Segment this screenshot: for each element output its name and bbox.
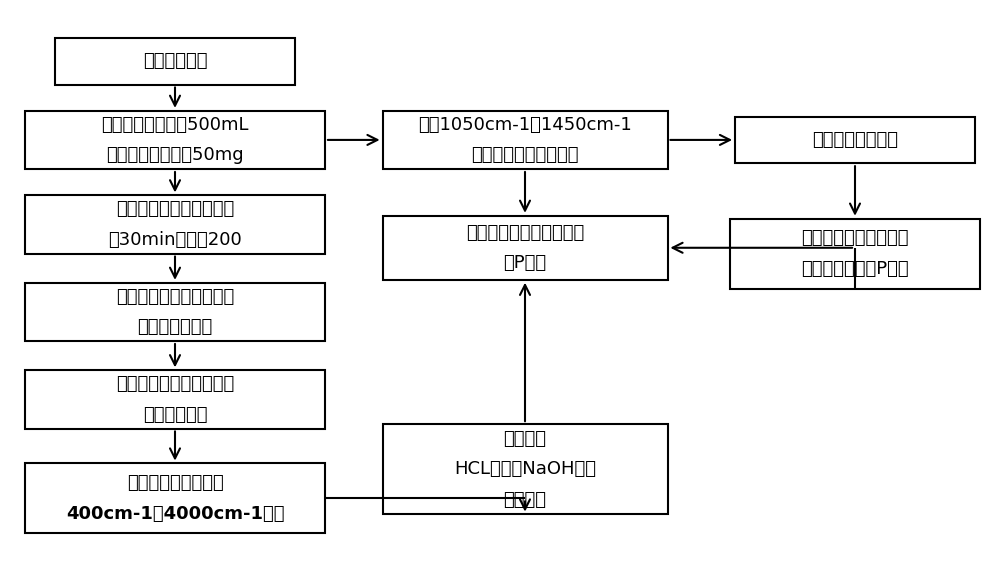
Bar — [383, 424, 668, 515]
Bar — [25, 283, 325, 341]
Text: 或烘干去除水分: 或烘干去除水分 — [137, 318, 213, 336]
Text: 槽，压平待测: 槽，压平待测 — [143, 406, 207, 423]
Text: HCL洗脱，NaOH再生: HCL洗脱，NaOH再生 — [454, 461, 596, 478]
Bar — [25, 463, 325, 533]
Text: 滤出树脂基体，自然风干: 滤出树脂基体，自然风干 — [116, 288, 234, 305]
Text: 红外光谱测量，获得: 红外光谱测量，获得 — [127, 475, 223, 492]
Bar — [55, 38, 295, 85]
Text: 电子天平称取树脂50mg: 电子天平称取树脂50mg — [106, 146, 244, 164]
Text: （可选）: （可选） — [504, 430, 546, 448]
Text: 段光谱，峰面积分计算: 段光谱，峰面积分计算 — [471, 146, 579, 164]
Bar — [730, 219, 980, 289]
Text: 截取1050cm-1～1450cm-1: 截取1050cm-1～1450cm-1 — [418, 116, 632, 134]
Text: 400cm-1～4000cm-1光谱: 400cm-1～4000cm-1光谱 — [66, 505, 284, 522]
Text: 树脂与水样混合，摇床振: 树脂与水样混合，摇床振 — [116, 201, 234, 218]
Text: 和浓度关系计算P含量: 和浓度关系计算P含量 — [801, 260, 909, 278]
Text: 建立定标曲线: 建立定标曲线 — [143, 52, 207, 70]
Text: 样P含量: 样P含量 — [503, 254, 547, 272]
Text: 二维相关光谱分析: 二维相关光谱分析 — [812, 131, 898, 149]
Text: 重复利用: 重复利用 — [504, 491, 546, 508]
Bar — [25, 111, 325, 169]
Text: 树脂填充漫反射附件样品: 树脂填充漫反射附件样品 — [116, 375, 234, 393]
Text: 荡30min，速度200: 荡30min，速度200 — [108, 231, 242, 248]
Text: 取水样静置，量取500mL: 取水样静置，量取500mL — [101, 116, 249, 134]
Text: 自相关谱图特征峰强度: 自相关谱图特征峰强度 — [801, 230, 909, 247]
Bar — [383, 216, 668, 280]
Text: 根据定标曲线计算待测水: 根据定标曲线计算待测水 — [466, 224, 584, 241]
Bar — [25, 195, 325, 254]
Bar — [383, 111, 668, 169]
Bar — [735, 117, 975, 163]
Bar — [25, 370, 325, 429]
